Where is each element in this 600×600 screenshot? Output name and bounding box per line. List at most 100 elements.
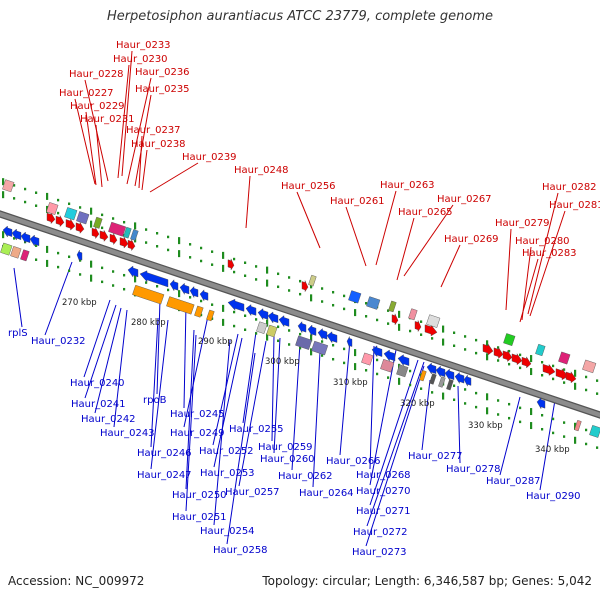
reverse-gene-arrow — [326, 331, 338, 344]
reverse-gene-arrow — [20, 231, 31, 244]
scale-tick — [35, 204, 38, 207]
reverse-gene-label: Haur_0232 — [31, 336, 86, 347]
scale-tick — [211, 303, 214, 306]
scale-label: 280 kbp — [131, 318, 166, 328]
scale-tick — [453, 398, 456, 402]
scale-tick — [343, 294, 346, 298]
reverse-leader-line — [312, 351, 321, 488]
scale-tick — [541, 413, 544, 417]
reverse-gene-label: rplS — [8, 328, 28, 339]
gene-features — [0, 179, 600, 438]
scale-tick — [464, 335, 467, 338]
gene-box — [93, 216, 103, 229]
forward-leader-line — [126, 77, 152, 185]
forward-leader-line — [85, 111, 97, 186]
gene-box — [20, 249, 30, 262]
scale-tick — [288, 289, 291, 292]
scale-tick — [68, 202, 71, 206]
reverse-gene-arrow — [371, 345, 383, 358]
scale-tick — [167, 235, 170, 239]
reverse-leader-line — [113, 309, 128, 428]
scale-tick — [387, 309, 390, 312]
scale-tick — [321, 287, 324, 290]
scale-tick — [101, 226, 104, 230]
gene-box — [446, 379, 454, 391]
scale-tick — [552, 417, 555, 421]
reverse-leader-line — [369, 349, 397, 486]
forward-gene-label: Haur_0256 — [281, 181, 336, 192]
gene-box — [380, 358, 395, 373]
scale-tick — [178, 237, 181, 245]
scale-label: 290 kbp — [198, 337, 233, 347]
reverse-gene-label: Haur_0243 — [100, 428, 155, 439]
reverse-gene-label: Haur_0290 — [526, 491, 581, 502]
scale-tick — [563, 381, 566, 384]
scale-tick — [376, 372, 379, 376]
forward-leader-lines — [74, 50, 566, 323]
reverse-gene-label: Haur_0260 — [260, 454, 315, 465]
scale-tick — [266, 333, 269, 341]
reverse-gene-label: rpoB — [143, 395, 167, 406]
gene-box — [388, 300, 397, 313]
reverse-gene-arrow — [444, 368, 455, 381]
forward-gene-arrow — [119, 236, 129, 249]
forward-leader-line — [440, 244, 461, 288]
reverse-gene-arrow — [189, 285, 199, 299]
scale-tick — [178, 290, 181, 298]
scale-tick — [464, 348, 467, 351]
gene-box — [429, 373, 437, 385]
forward-gene-label: Haur_0238 — [131, 139, 186, 150]
reverse-gene-label: Haur_0257 — [225, 487, 280, 498]
scale-tick — [255, 318, 258, 321]
reverse-gene-arrow — [435, 365, 446, 378]
forward-leader-line — [519, 258, 539, 323]
reverse-gene-label: Haur_0264 — [299, 488, 354, 499]
forward-gene-label: Haur_0237 — [126, 125, 181, 136]
reverse-gene-arrow — [179, 282, 190, 295]
scale-tick — [112, 270, 115, 273]
scale-tick — [563, 368, 566, 371]
gene-box — [438, 376, 446, 388]
forward-gene-label: Haur_0282 — [542, 182, 597, 193]
scale-tick — [101, 213, 104, 217]
scale-tick — [574, 382, 577, 390]
scale-tick — [530, 355, 533, 363]
scale-tick — [277, 285, 280, 289]
scale-tick — [112, 217, 115, 220]
reverse-gene-label: Haur_0253 — [200, 468, 255, 479]
scale-tick — [46, 192, 49, 200]
scale-tick — [156, 232, 159, 235]
scale-tick — [167, 288, 170, 292]
forward-gene-label: Haur_0233 — [116, 40, 171, 51]
scale-tick — [497, 399, 500, 402]
forward-gene-arrow — [46, 211, 56, 225]
scale-tick — [431, 337, 434, 340]
scale-tick — [398, 310, 401, 318]
scale-tick — [222, 318, 225, 326]
scale-tick — [266, 279, 269, 287]
reverse-leader-line — [457, 385, 461, 464]
scale-label: 300 kbp — [265, 357, 300, 367]
scale-tick — [519, 353, 522, 357]
scale-tick — [233, 324, 236, 328]
gene-box — [206, 309, 215, 322]
scale-tick — [178, 250, 181, 258]
reverse-gene-label: Haur_0258 — [213, 545, 268, 556]
scale-tick — [530, 408, 533, 416]
scale-tick — [508, 349, 511, 353]
scale-tick — [442, 338, 445, 346]
scale-tick — [574, 369, 577, 377]
scale-tick — [332, 357, 335, 361]
scale-tick — [508, 362, 511, 366]
gene-box — [574, 419, 582, 432]
forward-gene-arrow — [75, 221, 85, 234]
scale-tick — [101, 266, 104, 270]
reverse-gene-label: Haur_0268 — [356, 470, 411, 481]
scale-tick — [365, 315, 368, 318]
reverse-leader-line — [185, 334, 197, 512]
reverse-leader-line — [183, 315, 209, 428]
reverse-gene-label: Haur_0246 — [137, 448, 192, 459]
scale-tick — [354, 363, 357, 371]
scale-tick — [541, 360, 544, 364]
scale-labels: 270 kbp 280 kbp 290 kbp 300 kbp 310 kbp 320 k… — [62, 298, 570, 455]
